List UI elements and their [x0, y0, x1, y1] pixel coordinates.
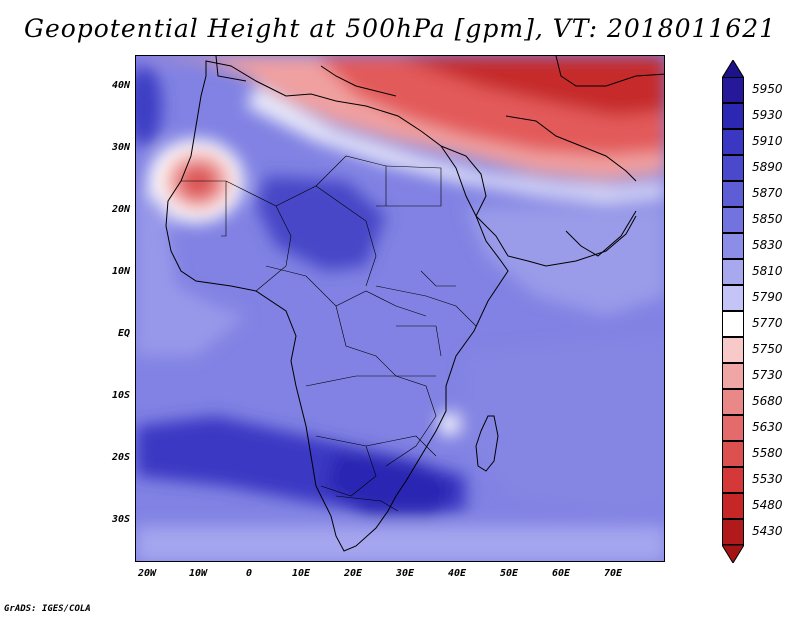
legend-label: 5930: [752, 108, 783, 122]
legend-label: 5950: [752, 82, 783, 96]
legend-label: 5730: [752, 368, 783, 382]
legend-swatch: [722, 129, 744, 155]
legend-swatch: [722, 207, 744, 233]
legend-swatch: [722, 467, 744, 493]
legend-swatch: [722, 311, 744, 337]
legend-swatch: [722, 181, 744, 207]
legend-label: 5430: [752, 524, 783, 538]
legend-swatch: [722, 103, 744, 129]
lat-label: EQ: [117, 328, 130, 339]
lat-label: 20N: [111, 204, 130, 215]
credit-text: GrADS: IGES/COLA: [4, 604, 91, 614]
lat-label: 10S: [111, 390, 130, 401]
legend-label: 5790: [752, 290, 783, 304]
legend-swatch: [722, 233, 744, 259]
height-field-map: [136, 56, 664, 561]
legend-bottom-arrow: [722, 545, 744, 563]
legend-label: 5890: [752, 160, 783, 174]
map-panel: [135, 55, 665, 562]
lon-label: 20W: [137, 568, 157, 579]
legend-swatch: [722, 519, 744, 545]
lat-label: 30N: [111, 142, 130, 153]
legend-label: 5680: [752, 394, 783, 408]
lon-label: 60E: [551, 568, 571, 579]
legend-label: 5750: [752, 342, 783, 356]
legend-swatch: [722, 77, 744, 103]
lon-label: 50E: [499, 568, 519, 579]
coastlines: [165, 56, 664, 552]
country-borders: [181, 155, 477, 512]
lat-label: 40N: [111, 80, 130, 91]
legend-swatch: [722, 337, 744, 363]
legend-swatch: [722, 285, 744, 311]
legend-swatch: [722, 441, 744, 467]
legend-swatch: [722, 493, 744, 519]
legend-label: 5810: [752, 264, 783, 278]
legend-label: 5480: [752, 498, 783, 512]
lat-label: 30S: [111, 514, 130, 525]
legend-swatch: [722, 259, 744, 285]
legend-label: 5530: [752, 472, 783, 486]
legend-swatch: [722, 389, 744, 415]
legend-label: 5870: [752, 186, 783, 200]
lon-label: 0: [245, 568, 253, 579]
legend-label: 5630: [752, 420, 783, 434]
legend-swatch: [722, 363, 744, 389]
lat-label: 10N: [111, 266, 130, 277]
lon-label: 70E: [603, 568, 623, 579]
legend-label: 5580: [752, 446, 783, 460]
lon-label: 20E: [343, 568, 363, 579]
legend-top-arrow: [722, 60, 744, 78]
legend-label: 5910: [752, 134, 783, 148]
legend-label: 5770: [752, 316, 783, 330]
legend-swatch: [722, 155, 744, 181]
lon-label: 10W: [188, 568, 208, 579]
chart-title: Geopotential Height at 500hPa [gpm], VT:…: [23, 14, 777, 43]
lon-label: 10E: [291, 568, 311, 579]
legend-swatch: [722, 415, 744, 441]
legend-label: 5830: [752, 238, 783, 252]
lat-label: 20S: [111, 452, 130, 463]
lon-label: 40E: [447, 568, 467, 579]
lon-label: 30E: [395, 568, 415, 579]
legend-label: 5850: [752, 212, 783, 226]
